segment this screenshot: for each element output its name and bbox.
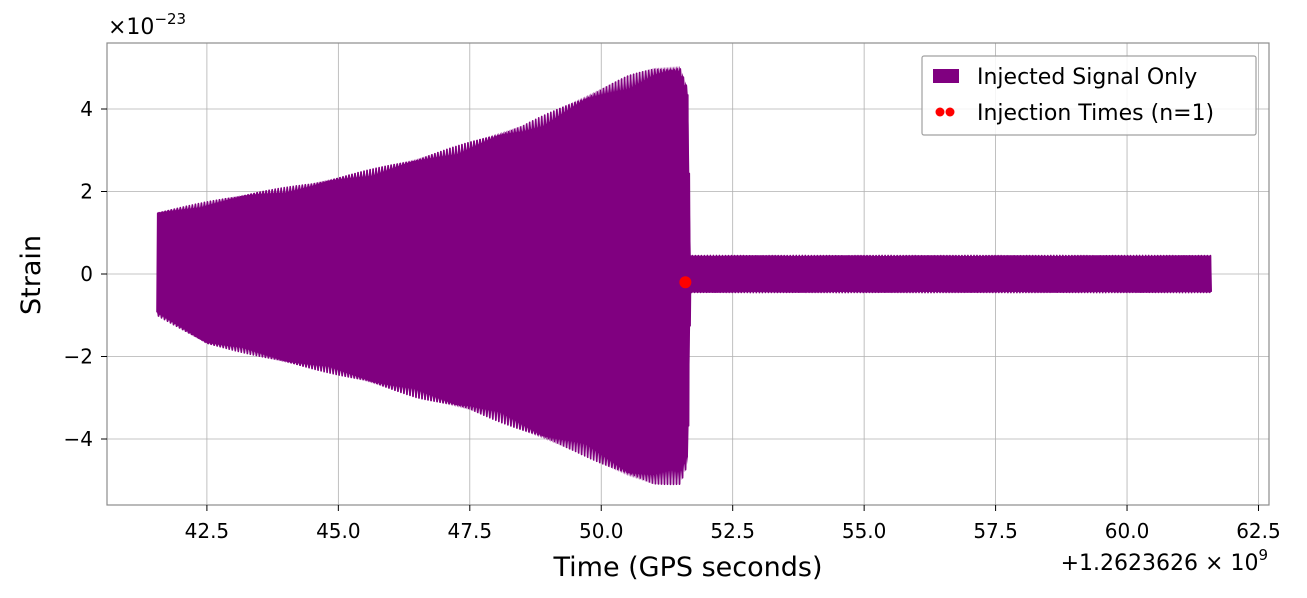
legend-marker-injection-b <box>945 107 955 117</box>
legend-box <box>921 55 1257 136</box>
signal-line <box>156 68 1212 486</box>
x-axis-label: Time (GPS seconds) <box>552 552 822 583</box>
x-tick-label: 60.0 <box>1105 519 1150 543</box>
legend-label-signal: Injected Signal Only <box>977 65 1197 90</box>
x-tick-label: 52.5 <box>710 519 755 543</box>
y-tick-label: 4 <box>80 97 93 121</box>
y-tick-label: 2 <box>80 180 93 204</box>
x-tick-label: 55.0 <box>842 519 887 543</box>
y-tick-label: −4 <box>64 427 93 451</box>
y-tick-label: 0 <box>80 262 93 286</box>
y-axis-label: Strain <box>16 235 47 315</box>
ticks: 42.5 45.0 47.5 50.0 52.5 55.0 57.5 60.0 62.5 −4 −2… <box>64 97 1281 543</box>
plot-area <box>156 65 1212 486</box>
legend-swatch-signal <box>933 69 959 83</box>
legend-marker-injection-a <box>935 107 945 117</box>
injection-time-marker <box>679 276 692 289</box>
x-tick-label: 47.5 <box>448 519 493 543</box>
y-multiplier-label: ×10−23 <box>108 10 186 40</box>
x-tick-label: 57.5 <box>973 519 1018 543</box>
x-tick-label: 42.5 <box>185 519 230 543</box>
x-tick-label: 62.5 <box>1236 519 1281 543</box>
x-tick-label: 45.0 <box>316 519 361 543</box>
y-tick-label: −2 <box>64 345 93 369</box>
legend-label-injection: Injection Times (n=1) <box>977 101 1214 126</box>
x-tick-label: 50.0 <box>579 519 624 543</box>
legend: Injected Signal Only Injection Times (n=… <box>921 55 1257 136</box>
x-offset-label: +1.2623626 × 109 <box>1061 546 1268 576</box>
